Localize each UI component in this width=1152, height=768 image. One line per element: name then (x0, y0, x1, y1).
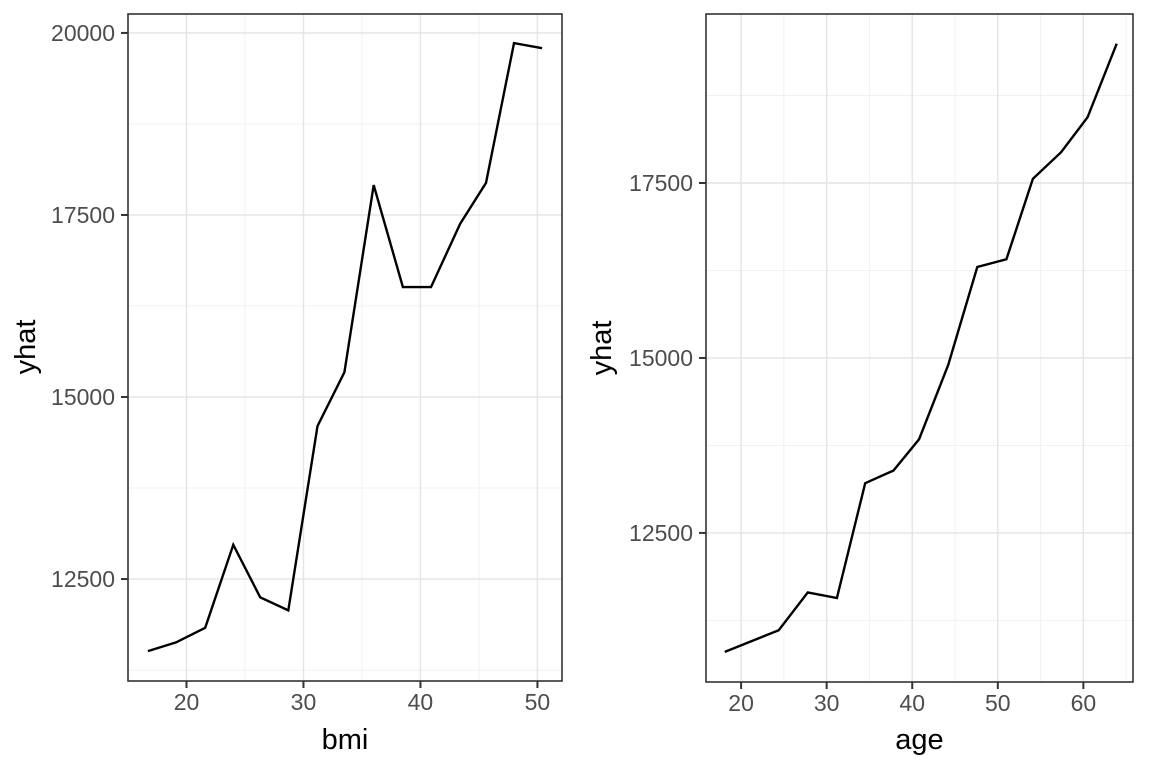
y-tick-label: 15000 (629, 345, 693, 371)
age-panel-x-axis-title: age (895, 724, 944, 756)
x-tick-label: 20 (728, 690, 754, 716)
panel-background (128, 14, 562, 681)
y-tick-label: 20000 (51, 20, 115, 46)
y-tick-label: 17500 (629, 170, 693, 196)
x-tick-label: 50 (525, 689, 551, 715)
panel-bmi: 20 30 40 50 12500 15000 17500 20000 (51, 13, 563, 715)
bmi-panel-x-axis-title: bmi (321, 724, 369, 756)
x-tick-label: 30 (291, 689, 317, 715)
x-tick-label: 20 (174, 689, 200, 715)
panel-background (706, 14, 1133, 682)
x-tick-label: 60 (1071, 690, 1097, 716)
x-tick-label: 40 (899, 690, 925, 716)
x-tick-label: 30 (814, 690, 840, 716)
y-tick-label: 12500 (51, 566, 115, 592)
age-panel-y-axis-title: yhat (586, 320, 618, 376)
panel-border (705, 13, 1134, 683)
data-line-age (724, 43, 1118, 654)
x-tick-label: 50 (985, 690, 1011, 716)
y-tick-label: 15000 (51, 384, 115, 410)
panel-age: 20 30 40 50 60 12500 15000 17500 (629, 13, 1134, 716)
bmi-panel-y-axis-title: yhat (10, 319, 42, 375)
panel-border (127, 13, 563, 682)
y-tick-label: 17500 (51, 202, 115, 228)
x-tick-label: 40 (408, 689, 434, 715)
y-tick-label: 12500 (629, 520, 693, 546)
data-line-bmi (147, 41, 543, 653)
